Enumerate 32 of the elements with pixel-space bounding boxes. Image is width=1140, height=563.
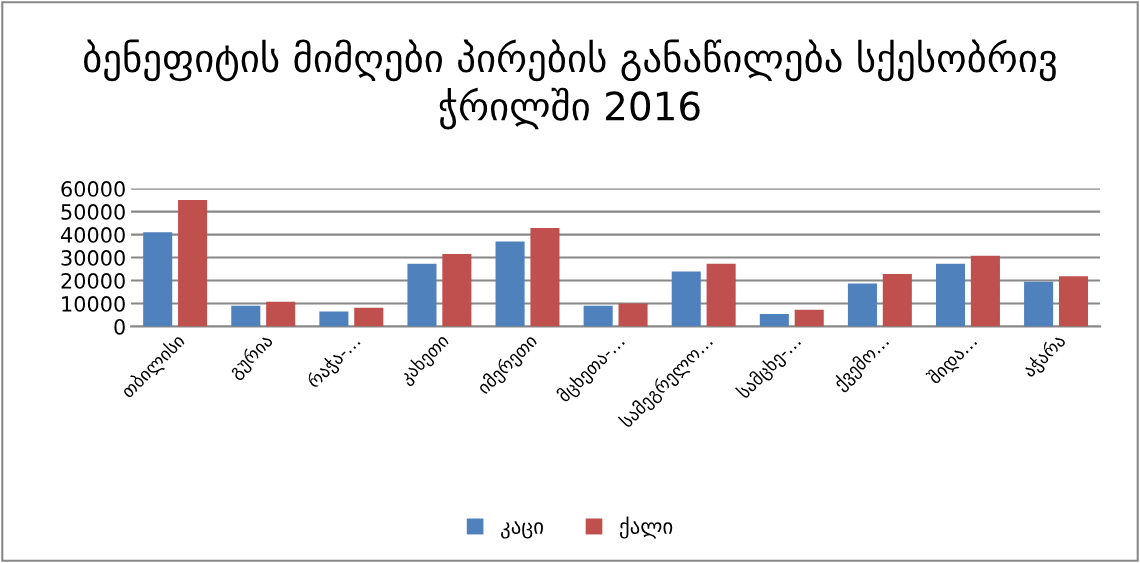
bar: [583, 305, 613, 327]
bar: [530, 227, 560, 327]
bar: [495, 241, 525, 327]
legend-label: ქალი: [620, 516, 673, 539]
bar: [618, 303, 648, 327]
bar: [143, 232, 173, 327]
bar: [319, 311, 349, 327]
bar: [970, 255, 1000, 327]
bar: [354, 307, 384, 327]
bar: [1058, 276, 1089, 327]
bar: [1024, 281, 1054, 327]
bar: [847, 283, 877, 327]
bar: [882, 273, 912, 327]
bar: [935, 263, 966, 327]
chart-title: ბენეფიტის მიმღები პირების განაწილება სქესობრივ ჭრილში 2016: [84, 39, 1056, 130]
bar: [231, 305, 261, 327]
bar: [671, 271, 701, 327]
bar: [407, 263, 437, 327]
y-tick-label: 50000: [61, 204, 125, 220]
bar: [266, 301, 296, 327]
y-tick-label: 0: [114, 318, 125, 335]
bar: [442, 253, 472, 327]
y-tick-label: 10000: [62, 296, 125, 312]
y-tick-label: 40000: [60, 227, 125, 243]
y-tick-label: 60000: [61, 181, 125, 197]
bar: [178, 200, 208, 327]
y-tick-label: 20000: [61, 273, 125, 289]
bar: [759, 313, 789, 327]
y-tick-label: 30000: [61, 250, 125, 266]
bar: [794, 309, 824, 327]
bar: [706, 263, 736, 327]
legend-label: კაცი: [501, 521, 543, 539]
